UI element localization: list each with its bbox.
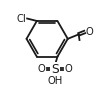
Text: O: O <box>65 64 73 74</box>
Text: O: O <box>86 27 93 37</box>
Text: S: S <box>51 63 59 76</box>
Text: O: O <box>37 64 45 74</box>
Text: Cl: Cl <box>16 14 26 24</box>
Text: OH: OH <box>47 76 63 86</box>
